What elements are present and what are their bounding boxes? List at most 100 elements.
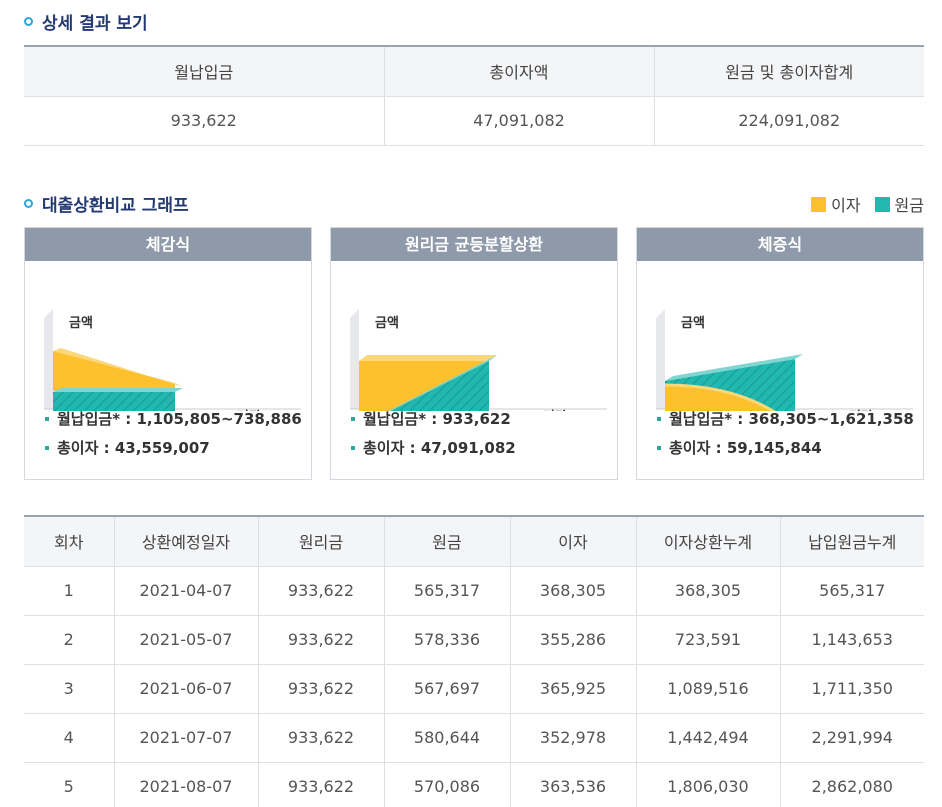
graph-section-title: 대출상환비교 그래프	[24, 191, 189, 216]
axis-bar	[350, 309, 359, 409]
monthly-text: 월납입금* : 368,305~1,621,358	[669, 410, 914, 428]
legend-swatch-interest	[811, 196, 827, 212]
cell-principal-cumulative: 1,143,653	[780, 615, 924, 665]
header-interest: 이자	[510, 516, 637, 567]
decreasing-chart-graphic: 금액 기간	[44, 309, 301, 411]
header-payment: 원리금	[258, 516, 385, 567]
cell-interest-cumulative: 1,442,494	[636, 713, 781, 763]
repayment-schedule-table: 회차 상환예정일자 원리금 원금 이자 이자상환누계 납입원금누계 1 2021…	[24, 515, 924, 807]
cell-date: 2021-06-07	[114, 664, 259, 714]
result-section-title: 상세 결과 보기	[24, 9, 148, 34]
cell-payment: 933,622	[258, 762, 385, 807]
cell-interest: 363,536	[510, 762, 637, 807]
card-monthly-info: 월납입금* : 1,105,805~738,886	[45, 408, 302, 429]
cell-date: 2021-04-07	[114, 566, 259, 616]
header-round: 회차	[24, 516, 115, 567]
table-row: 5 2021-08-07 933,622 570,086 363,536 1,8…	[24, 762, 924, 807]
card-monthly-info: 월납입금* : 368,305~1,621,358	[657, 408, 914, 429]
bullet-circle-icon	[24, 199, 33, 208]
header-date: 상환예정일자	[114, 516, 259, 567]
x-axis-label: 기간	[849, 409, 873, 411]
interest-area	[665, 385, 773, 411]
bullet-square-icon	[45, 445, 49, 450]
table-row: 4 2021-07-07 933,622 580,644 352,978 1,4…	[24, 713, 924, 763]
principal-area-top	[665, 354, 803, 381]
principal-area	[53, 392, 175, 411]
y-axis-label: 금액	[375, 316, 399, 331]
graph-legend: 이자 원금	[797, 192, 924, 216]
bullet-circle-icon	[24, 17, 33, 26]
cell-interest-cumulative: 1,089,516	[636, 664, 781, 714]
card-monthly-info: 월납입금* : 933,622	[351, 408, 511, 429]
cell-interest: 365,925	[510, 664, 637, 714]
card-interest-info: 총이자 : 43,559,007	[45, 437, 210, 458]
header-principal: 원금	[384, 516, 511, 567]
cell-round: 3	[24, 664, 115, 714]
principal-area-top	[53, 388, 183, 392]
card-title: 체증식	[637, 228, 923, 261]
cell-principal-cumulative: 2,862,080	[780, 762, 924, 807]
y-axis-label: 금액	[69, 316, 93, 331]
legend-item-principal: 원금	[874, 192, 924, 216]
cell-payment: 933,622	[258, 615, 385, 665]
principal-area-edge	[388, 355, 497, 411]
cell-interest: 355,286	[510, 615, 637, 665]
summary-value-row: 933,622 47,091,082 224,091,082	[24, 96, 924, 146]
summary-value-monthly: 933,622	[24, 96, 385, 146]
bullet-square-icon	[657, 445, 661, 450]
cell-payment: 933,622	[258, 713, 385, 763]
schedule-header-row: 회차 상환예정일자 원리금 원금 이자 이자상환누계 납입원금누계	[24, 516, 924, 567]
graph-card-decreasing: 체감식 금액 기간 월납입금* : 1,105,805~738,886 총이자 …	[24, 227, 312, 480]
cell-principal: 578,336	[384, 615, 511, 665]
cell-interest: 368,305	[510, 566, 637, 616]
cell-date: 2021-07-07	[114, 713, 259, 763]
cell-principal: 567,697	[384, 664, 511, 714]
cell-round: 1	[24, 566, 115, 616]
header-interest-cumulative: 이자상환누계	[636, 516, 781, 567]
cell-interest-cumulative: 368,305	[636, 566, 781, 616]
result-title-text: 상세 결과 보기	[42, 14, 148, 34]
cell-round: 2	[24, 615, 115, 665]
card-interest-info: 총이자 : 47,091,082	[351, 437, 516, 458]
bullet-square-icon	[45, 416, 49, 421]
result-summary-table: 월납입금 총이자액 원금 및 총이자합계 933,622 47,091,082 …	[24, 45, 924, 146]
card-interest-info: 총이자 : 59,145,844	[657, 437, 822, 458]
total-interest-text: 총이자 : 47,091,082	[363, 439, 516, 457]
cell-interest-cumulative: 1,806,030	[636, 762, 781, 807]
interest-area-edge	[664, 383, 776, 411]
axis-bar	[656, 309, 665, 409]
summary-header-monthly: 월납입금	[24, 46, 385, 97]
graph-card-equal: 원리금 균등분할상환 금액 기간 월납입금* : 933,622 총이자 : 4…	[330, 227, 618, 480]
bullet-square-icon	[351, 416, 355, 421]
x-axis-label: 기간	[543, 409, 567, 411]
x-axis-label: 기간	[237, 409, 261, 411]
cell-date: 2021-05-07	[114, 615, 259, 665]
cell-principal: 565,317	[384, 566, 511, 616]
graph-card-increasing: 체증식 금액 기간 월납입금* : 368,305~1,621,358 총이자 …	[636, 227, 924, 480]
cell-payment: 933,622	[258, 664, 385, 714]
summary-header-row: 월납입금 총이자액 원금 및 총이자합계	[24, 46, 924, 97]
cell-round: 4	[24, 713, 115, 763]
cell-principal: 570,086	[384, 762, 511, 807]
cell-round: 5	[24, 762, 115, 807]
bullet-square-icon	[657, 416, 661, 421]
increasing-chart-graphic: 금액 기간	[656, 309, 913, 411]
legend-item-interest: 이자	[811, 192, 861, 216]
legend-label-interest: 이자	[831, 196, 861, 215]
summary-header-total: 원금 및 총이자합계	[654, 46, 924, 97]
y-axis-label: 금액	[681, 316, 705, 331]
bullet-square-icon	[351, 445, 355, 450]
legend-swatch-principal	[874, 196, 890, 212]
cell-principal-cumulative: 2,291,994	[780, 713, 924, 763]
header-principal-cumulative: 납입원금누계	[780, 516, 924, 567]
summary-value-total: 224,091,082	[654, 96, 924, 146]
cell-principal: 580,644	[384, 713, 511, 763]
total-interest-text: 총이자 : 59,145,844	[669, 439, 822, 457]
interest-area-top	[53, 348, 183, 387]
graph-title-text: 대출상환비교 그래프	[42, 196, 189, 216]
summary-value-interest: 47,091,082	[384, 96, 655, 146]
cell-date: 2021-08-07	[114, 762, 259, 807]
interest-area-top	[359, 355, 497, 361]
cell-payment: 933,622	[258, 566, 385, 616]
cell-interest-cumulative: 723,591	[636, 615, 781, 665]
